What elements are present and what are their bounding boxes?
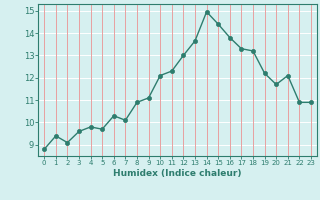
X-axis label: Humidex (Indice chaleur): Humidex (Indice chaleur) xyxy=(113,169,242,178)
